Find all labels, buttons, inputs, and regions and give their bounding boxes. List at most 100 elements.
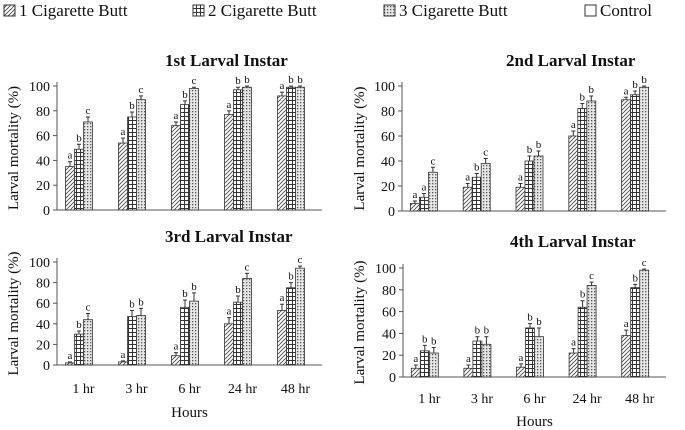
chart-panel: 4th Larval Instar Larval mortality (%) 0 20… (352, 232, 666, 430)
x-tick-label: 24 hr (573, 392, 603, 407)
y-tick-label: 40 (36, 318, 50, 333)
y-axis-label: Larval mortality (%) (352, 260, 368, 384)
significance-letter: b (76, 319, 82, 331)
bar (525, 327, 535, 378)
significance-letter: b (182, 288, 188, 300)
bar (621, 335, 632, 378)
bar (233, 89, 243, 211)
bar (480, 163, 491, 212)
bar (83, 121, 93, 211)
bar (127, 316, 137, 366)
bar (427, 171, 438, 212)
y-axis-label: Larval mortality (%) (6, 251, 22, 375)
bar (409, 203, 420, 212)
y-tick-label: 60 (36, 297, 50, 312)
bar (233, 301, 243, 366)
bar (515, 186, 526, 212)
bar (118, 142, 128, 211)
significance-letter: a (121, 349, 126, 361)
legend-label: 2 Cigarette Butt (208, 1, 317, 20)
bar (224, 323, 234, 366)
y-tick-label: 40 (36, 154, 50, 169)
significance-letter: a (412, 189, 417, 201)
y-tick-label: 0 (43, 359, 50, 374)
bar (242, 86, 252, 211)
significance-letter: b (422, 333, 428, 345)
bar (136, 99, 146, 211)
legend-swatch (584, 4, 597, 17)
significance-letter: b (536, 139, 542, 151)
bar (180, 104, 190, 211)
x-axis-label: Hours (171, 405, 208, 421)
bar (189, 300, 199, 366)
legend: 1 Cigarette Butt 2 Cigarette Butt 3 Cigare… (3, 1, 652, 20)
x-tick-label: 3 hr (125, 382, 148, 397)
significance-letter: c (483, 147, 488, 159)
bar (463, 367, 474, 378)
significance-letter: c (192, 75, 197, 87)
bar (639, 269, 650, 378)
bar (136, 315, 146, 366)
chart-title: 4th Larval Instar (510, 232, 636, 251)
legend-item: Control (584, 1, 652, 20)
y-tick-label: 20 (36, 179, 50, 194)
significance-letter: b (235, 284, 241, 296)
significance-letter: a (624, 318, 629, 330)
x-tick-label: 48 hr (281, 382, 311, 397)
y-tick-label: 100 (375, 262, 396, 277)
bar (533, 155, 544, 212)
significance-letter: b (235, 75, 241, 87)
legend-label: Control (600, 1, 652, 20)
x-tick-label: 24 hr (228, 382, 258, 397)
bar (472, 340, 483, 378)
bar (568, 352, 579, 378)
significance-letter: a (519, 352, 524, 364)
bar (534, 336, 544, 378)
y-tick-label: 0 (43, 204, 50, 219)
bar (481, 343, 492, 378)
y-tick-label: 60 (36, 130, 50, 145)
bar (568, 135, 579, 212)
bar (462, 186, 473, 212)
significance-letter: b (484, 325, 490, 337)
bar (180, 306, 190, 366)
y-tick-label: 100 (29, 80, 50, 95)
bar (127, 116, 137, 211)
y-tick-label: 40 (382, 327, 396, 342)
bar (286, 86, 296, 211)
bar (277, 95, 287, 211)
significance-letter: a (121, 126, 126, 138)
bar (171, 355, 181, 366)
significance-letter: a (421, 182, 426, 194)
significance-letter: c (139, 84, 144, 96)
significance-letter: b (527, 144, 533, 156)
significance-letter: a (227, 99, 232, 111)
significance-letter: a (571, 337, 576, 349)
bar (295, 86, 305, 211)
bar (74, 333, 84, 366)
significance-letter: b (474, 162, 480, 174)
y-tick-label: 20 (381, 180, 395, 195)
bar (630, 94, 640, 212)
significance-letter: b (297, 74, 303, 86)
chart-title: 2nd Larval Instar (506, 51, 636, 70)
y-tick-label: 100 (29, 256, 50, 271)
significance-letter: b (288, 74, 294, 86)
y-tick-label: 20 (382, 349, 396, 364)
y-tick-label: 60 (381, 130, 395, 145)
y-tick-label: 100 (374, 80, 395, 95)
significance-letter: c (642, 257, 647, 269)
bar (118, 361, 128, 366)
bar (295, 267, 305, 366)
bar (630, 287, 641, 378)
y-tick-label: 80 (36, 277, 50, 292)
x-tick-label: 6 hr (178, 382, 201, 397)
legend-item: 3 Cigarette Butt (383, 1, 508, 20)
significance-letter: c (86, 302, 91, 314)
bar (577, 306, 588, 378)
significance-letter: b (431, 336, 437, 348)
bar (286, 287, 296, 366)
x-tick-label: 1 hr (418, 392, 441, 407)
y-axis-label: Larval mortality (%) (352, 86, 368, 210)
